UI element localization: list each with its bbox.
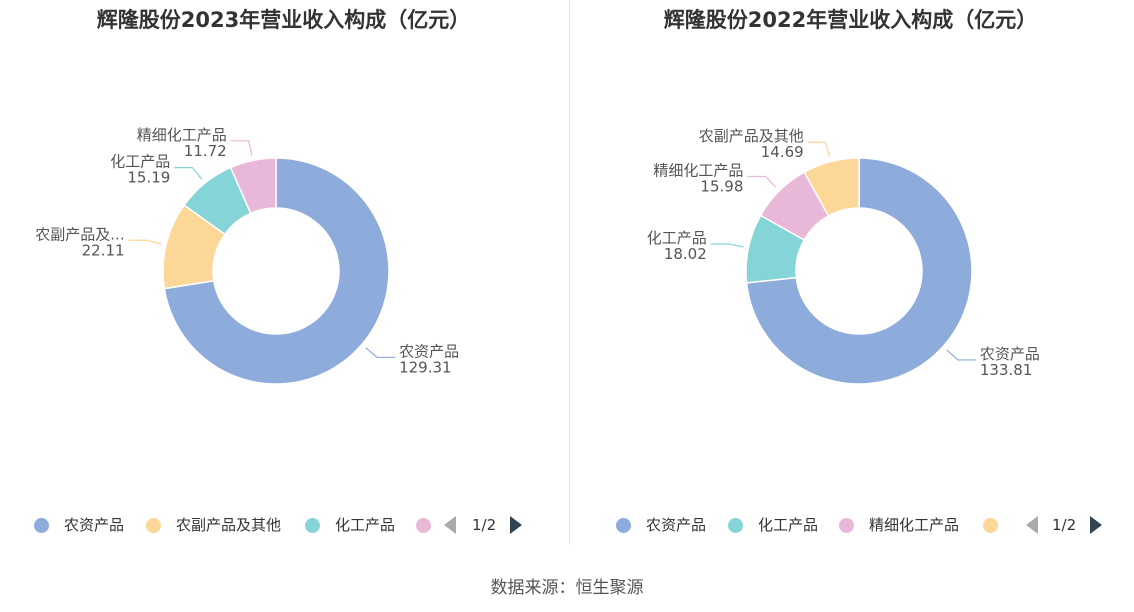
chart-title: 辉隆股份2022年营业收入构成（亿元） bbox=[663, 8, 1038, 32]
pie-slice[interactable] bbox=[745, 157, 973, 385]
chart-title: 辉隆股份2023年营业收入构成（亿元） bbox=[96, 8, 471, 32]
legend-page-indicator: 1/2 bbox=[472, 516, 497, 534]
chart-legend: 农资产品 农副产品及其他 化工产品 1/2 bbox=[0, 512, 567, 538]
chart-panel-2022: 辉隆股份2022年营业收入构成（亿元） 农资产品 133.81 化工产品 18.02 精… bbox=[567, 0, 1134, 560]
legend-marker bbox=[146, 518, 161, 533]
label-leader-line bbox=[946, 349, 976, 361]
prev-page-arrow-icon[interactable] bbox=[444, 516, 456, 534]
legend-label: 农副产品及其他 bbox=[176, 516, 282, 534]
panel-divider bbox=[569, 0, 570, 545]
slice-label: 化工产品 bbox=[110, 153, 170, 171]
label-leader-line bbox=[747, 175, 777, 188]
chart-legend: 农资产品 化工产品 精细化工产品 1/2 bbox=[567, 512, 1134, 538]
pie-slice[interactable] bbox=[803, 157, 860, 217]
slice-value-label: 129.31 bbox=[399, 358, 452, 376]
legend-marker bbox=[305, 518, 320, 533]
slice-label: 农副产品及其他 bbox=[699, 127, 804, 145]
slice-label: 精细化工产品 bbox=[137, 126, 227, 144]
slice-value-label: 11.72 bbox=[184, 142, 227, 160]
slice-value-label: 133.81 bbox=[980, 361, 1033, 379]
slice-value-label: 22.11 bbox=[82, 241, 125, 259]
next-page-arrow-icon[interactable] bbox=[510, 516, 522, 534]
label-leader-line bbox=[128, 239, 162, 245]
slice-value-label: 14.69 bbox=[761, 143, 804, 161]
legend-marker bbox=[34, 518, 49, 533]
legend-label: 农资产品 bbox=[646, 516, 707, 534]
legend-marker bbox=[983, 518, 998, 533]
data-source-note: 数据来源：恒生聚源 bbox=[490, 578, 644, 598]
slice-label: 农副产品及... bbox=[35, 225, 124, 243]
prev-page-arrow-icon[interactable] bbox=[1026, 516, 1038, 534]
legend-pager: 1/2 bbox=[1026, 512, 1116, 538]
legend-label: 农资产品 bbox=[64, 516, 125, 534]
slice-label: 农资产品 bbox=[980, 345, 1040, 363]
slice-value-label: 15.19 bbox=[127, 169, 170, 187]
label-leader-line bbox=[807, 141, 831, 157]
slice-label: 化工产品 bbox=[647, 229, 707, 247]
slice-value-label: 15.98 bbox=[700, 178, 743, 196]
legend-label: 化工产品 bbox=[758, 516, 819, 534]
label-leader-line bbox=[230, 140, 253, 156]
legend-marker bbox=[616, 518, 631, 533]
next-page-arrow-icon[interactable] bbox=[1090, 516, 1102, 534]
slice-value-label: 18.02 bbox=[664, 245, 707, 263]
legend-marker bbox=[416, 518, 431, 533]
pie-slice[interactable] bbox=[163, 157, 390, 385]
legend-pager: 1/2 bbox=[443, 512, 533, 538]
legend-marker bbox=[728, 518, 743, 533]
label-leader-line bbox=[174, 167, 203, 180]
legend-label: 精细化工产品 bbox=[869, 516, 960, 534]
legend-label: 化工产品 bbox=[335, 516, 396, 534]
slice-label: 精细化工产品 bbox=[653, 162, 743, 180]
chart-panel-2023: 辉隆股份2023年营业收入构成（亿元） 农资产品 129.31 农副产品及... 22… bbox=[0, 0, 567, 560]
slice-label: 农资产品 bbox=[399, 342, 459, 360]
label-leader-line bbox=[710, 243, 744, 248]
legend-marker bbox=[839, 518, 854, 533]
legend-page-indicator: 1/2 bbox=[1052, 516, 1077, 534]
label-leader-line bbox=[365, 347, 396, 359]
pie-slice[interactable] bbox=[229, 157, 277, 215]
